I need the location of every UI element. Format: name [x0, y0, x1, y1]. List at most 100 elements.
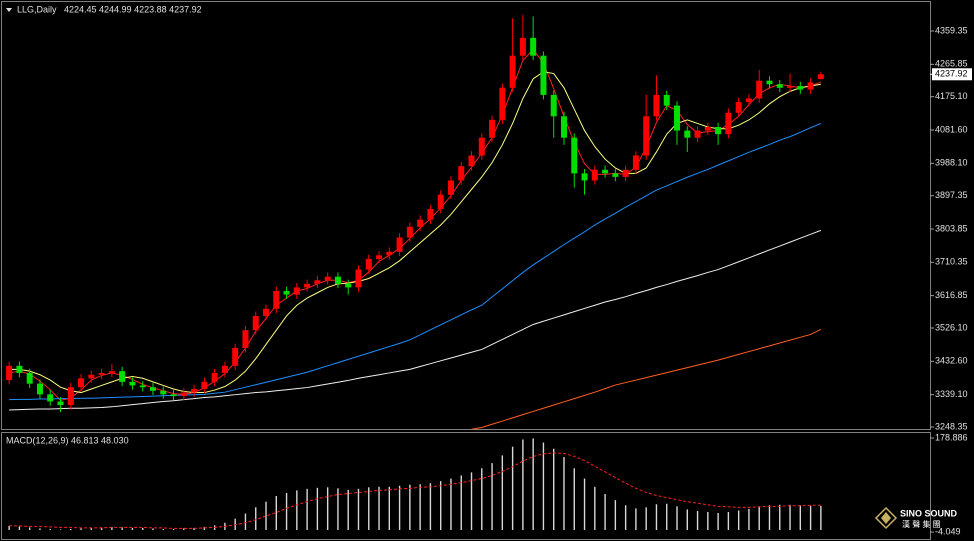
- y-tick-label: 3897.35: [935, 190, 968, 200]
- candle-body: [458, 166, 465, 181]
- candle-body: [674, 105, 681, 131]
- candle-body: [293, 287, 300, 295]
- indicator-line: [9, 452, 821, 529]
- candle-body: [447, 180, 454, 195]
- candle-body: [540, 55, 547, 95]
- watermark: SINO SOUND 漢 聲 集 團: [874, 506, 958, 530]
- menu-arrow[interactable]: [6, 8, 12, 12]
- y-tick-label: -4.049: [935, 526, 961, 536]
- candle-body: [478, 137, 485, 156]
- indicator-line: [471, 329, 822, 430]
- candle-body: [499, 87, 506, 120]
- ohlc-values: 4224.45 4244.99 4223.88 4237.92: [64, 4, 202, 14]
- plot-layer: 4359.35 4265.85 4175.10 4081.60 3988.10 3897.…: [6, 14, 972, 536]
- candle-body: [817, 74, 824, 80]
- candle-body: [653, 94, 660, 117]
- candle-body: [550, 94, 557, 117]
- y-tick-label: 3803.85: [935, 223, 968, 233]
- candle-body: [591, 169, 598, 181]
- candle-body: [252, 315, 259, 331]
- candle-body: [170, 394, 177, 397]
- y-tick-label: 3710.35: [935, 257, 968, 267]
- candle-body: [509, 55, 516, 88]
- candle-body: [304, 283, 311, 288]
- candle-body: [191, 388, 198, 393]
- candle-body: [221, 365, 228, 373]
- candle-body: [745, 98, 752, 103]
- candle-body: [160, 390, 167, 395]
- candle-body: [756, 80, 763, 99]
- candle-body: [376, 255, 383, 259]
- candle-body: [78, 378, 85, 388]
- y-tick-label: 4265.85: [935, 59, 968, 69]
- candle-body: [149, 387, 156, 391]
- candle-body: [139, 385, 146, 388]
- candle-body: [663, 94, 670, 106]
- logo: [874, 506, 898, 530]
- candle-body: [807, 82, 814, 90]
- price-label-box: [932, 68, 972, 81]
- candle-body: [57, 401, 64, 406]
- y-tick-label: 3432.60: [935, 356, 968, 366]
- candle-body: [355, 269, 362, 288]
- macd-title: MACD(12,26,9) 46.813 48.030: [6, 435, 129, 445]
- candle-body: [643, 116, 650, 156]
- candle-body: [519, 37, 526, 56]
- candle-body: [263, 308, 270, 316]
- y-tick-label: 3339.10: [935, 389, 968, 399]
- candle-body: [704, 127, 711, 131]
- symbol-title: LLG,Daily: [17, 4, 57, 14]
- candle-body: [345, 283, 352, 288]
- watermark-name: SINO SOUND: [900, 508, 958, 518]
- y-tick-label: 178.886: [935, 432, 968, 442]
- candle-body: [766, 80, 773, 85]
- indicator-line: [9, 122, 822, 401]
- candle-body: [437, 194, 444, 209]
- candle-body: [787, 86, 794, 88]
- candle-body: [797, 86, 804, 90]
- y-tick-label: 3616.85: [935, 290, 968, 300]
- candle-body: [468, 155, 475, 167]
- candle-body: [684, 130, 691, 138]
- macd-panel-frame: [1, 432, 931, 540]
- candle-body: [622, 169, 629, 177]
- candle-body: [427, 208, 434, 220]
- candle-body: [26, 372, 33, 384]
- candle-body: [119, 371, 126, 382]
- y-tick-label: 3526.10: [935, 322, 968, 332]
- candle-body: [242, 330, 249, 348]
- indicator-line: [9, 229, 822, 411]
- candle-body: [530, 37, 537, 56]
- candle-body: [560, 116, 567, 138]
- candle-body: [67, 387, 74, 406]
- candle-body: [489, 119, 496, 138]
- candle-body: [88, 374, 95, 379]
- candle-body: [324, 276, 331, 281]
- candle-body: [715, 127, 722, 135]
- candle-body: [201, 381, 208, 389]
- candle-body: [314, 280, 321, 284]
- indicator-line: [9, 48, 822, 401]
- candle-body: [283, 290, 290, 295]
- logo-core: [881, 512, 891, 524]
- candle-body: [602, 169, 609, 174]
- candle-body: [273, 290, 280, 309]
- candle-body: [417, 219, 424, 227]
- y-tick-label: 4175.10: [935, 91, 968, 101]
- candle-body: [406, 226, 413, 238]
- y-tick-label: 4359.35: [935, 25, 968, 35]
- y-tick-label: 3248.35: [935, 421, 968, 431]
- candle-body: [694, 130, 701, 138]
- candle-body: [211, 372, 218, 382]
- candle-body: [129, 381, 136, 386]
- candle-body: [16, 365, 23, 373]
- candle-body: [396, 237, 403, 252]
- candle-body: [612, 173, 619, 177]
- candle-body: [334, 276, 341, 284]
- candle-body: [386, 251, 393, 256]
- candle-body: [232, 347, 239, 366]
- candle-body: [108, 371, 115, 373]
